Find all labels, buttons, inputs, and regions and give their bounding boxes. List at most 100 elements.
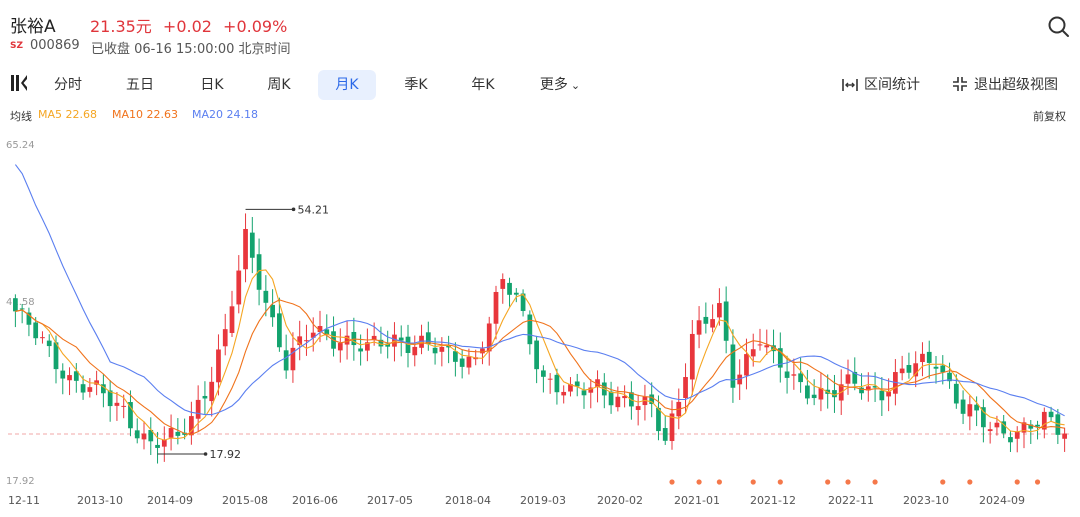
candle-body xyxy=(13,298,18,312)
x-axis-tick-label: 2019-03 xyxy=(520,494,566,507)
candle-body xyxy=(168,428,174,438)
candle-body xyxy=(818,387,824,400)
candle-body xyxy=(175,431,181,436)
dividend-marker xyxy=(696,479,702,485)
tab-daily-k[interactable]: 日K xyxy=(186,70,238,100)
period-tabbar: 分时 五日 日K 周K 月K 季K 年K 更多 ⌄ 区间统计 退出超级视图 xyxy=(0,68,1080,102)
candle-body xyxy=(202,395,208,399)
candle-body xyxy=(453,351,458,362)
x-axis-tick-label: 12-11 xyxy=(8,494,40,507)
candle-body xyxy=(656,407,661,432)
ma-legend: 均线 MA5 22.68 MA10 22.63 MA20 24.18 xyxy=(0,108,1080,124)
candle-body xyxy=(73,371,79,381)
y-axis-label: 17.92 xyxy=(6,476,35,487)
tab-monthly-k[interactable]: 月K xyxy=(318,70,376,100)
candle-body xyxy=(229,306,235,333)
candle-body xyxy=(500,279,506,289)
candle-body xyxy=(886,391,891,397)
candle-body xyxy=(554,374,560,393)
exit-fullscreen-button[interactable]: 退出超级视图 xyxy=(952,70,1058,100)
candle-body xyxy=(784,371,790,378)
collapse-arrows-icon xyxy=(953,77,967,91)
candle-body xyxy=(588,387,594,393)
candle-body xyxy=(493,291,499,324)
candle-body xyxy=(649,394,655,405)
candle-body xyxy=(947,372,952,382)
candle-body xyxy=(568,384,573,392)
x-axis-tick-label: 2013-10 xyxy=(77,494,123,507)
tab-minute[interactable]: 分时 xyxy=(42,70,94,100)
x-axis-tick-label: 2023-10 xyxy=(903,494,949,507)
dividend-marker xyxy=(872,479,878,485)
candle-body xyxy=(256,254,262,290)
search-icon xyxy=(1048,16,1069,37)
x-axis-tick-label: 2015-08 xyxy=(222,494,268,507)
candle-body xyxy=(134,430,140,439)
candle-body xyxy=(385,343,391,347)
candle-body xyxy=(1035,424,1040,427)
candle-body xyxy=(987,429,993,432)
candle-body xyxy=(297,336,303,346)
kline-chart[interactable]: 65.24 41.58 17.92 54.21 17.92 12-11 2013-10 201… xyxy=(0,126,1080,512)
candle-body xyxy=(1048,411,1054,418)
tab-label: 周K xyxy=(267,77,291,93)
candle-body xyxy=(899,368,905,374)
candle-body xyxy=(940,365,946,373)
candle-body xyxy=(459,358,465,367)
candle-body xyxy=(1041,411,1047,430)
last-price: 21.35元 xyxy=(90,17,152,36)
price-change: +0.02 xyxy=(162,17,212,36)
candle-body xyxy=(290,347,296,371)
candle-body xyxy=(845,374,851,384)
tab-label: 日K xyxy=(200,77,224,93)
candle-body xyxy=(561,391,567,396)
candle-body xyxy=(26,312,32,325)
candle-body xyxy=(757,344,763,346)
chevron-down-icon: ⌄ xyxy=(570,79,581,92)
candle-body xyxy=(777,348,783,368)
candle-body xyxy=(771,345,776,352)
candle-body xyxy=(432,347,438,354)
tab-label: 更多 xyxy=(539,77,568,93)
candle-body xyxy=(222,329,228,347)
price-line: 21.35元 +0.02 +0.09% xyxy=(90,13,293,37)
candle-body xyxy=(358,348,363,352)
dividend-marker xyxy=(825,479,831,485)
candle-body xyxy=(310,332,316,338)
candle-body xyxy=(669,413,675,442)
tab-quarterly-k[interactable]: 季K xyxy=(390,70,442,100)
range-stats-label: 区间统计 xyxy=(864,77,920,93)
candle-body xyxy=(398,337,404,341)
candle-body xyxy=(879,390,885,401)
range-stats-button[interactable]: 区间统计 xyxy=(842,70,920,100)
candle-body xyxy=(101,384,106,394)
candle-body xyxy=(209,381,215,402)
x-axis-tick-label: 2016-06 xyxy=(292,494,338,507)
price-adjust-toggle[interactable]: 前复权 xyxy=(1033,110,1066,123)
candle-body xyxy=(1062,433,1067,439)
kline-logo-icon[interactable] xyxy=(10,74,28,92)
candle-body xyxy=(710,319,715,328)
tab-label: 月K xyxy=(335,77,359,93)
candle-body xyxy=(243,228,248,270)
candle-body xyxy=(189,416,194,436)
quote-header: 张裕A 21.35元 +0.02 +0.09% SZ 000869 已收盘 06… xyxy=(0,0,1080,62)
candle-body xyxy=(480,348,485,354)
candle-body xyxy=(994,422,1000,428)
candle-body xyxy=(737,374,743,385)
tab-yearly-k[interactable]: 年K xyxy=(457,70,509,100)
candle-body xyxy=(128,402,133,429)
candle-body xyxy=(513,292,519,295)
candle-body xyxy=(852,371,858,384)
candle-body xyxy=(615,396,621,408)
dividend-marker xyxy=(940,479,946,485)
tab-five-day[interactable]: 五日 xyxy=(114,70,166,100)
candle-body xyxy=(696,320,702,335)
tab-more[interactable]: 更多 ⌄ xyxy=(528,70,592,100)
search-button[interactable] xyxy=(1046,14,1072,40)
tab-weekly-k[interactable]: 周K xyxy=(253,70,305,100)
candle-body xyxy=(67,375,72,381)
candle-body xyxy=(1008,437,1013,443)
tab-label: 五日 xyxy=(126,77,154,93)
candle-body xyxy=(683,377,688,398)
